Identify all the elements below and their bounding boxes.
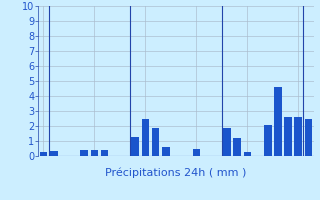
Bar bbox=[152, 128, 159, 156]
Bar bbox=[284, 117, 292, 156]
Bar bbox=[40, 152, 47, 156]
Bar bbox=[132, 137, 139, 156]
Bar bbox=[244, 152, 251, 156]
Bar bbox=[50, 151, 58, 156]
Bar bbox=[305, 118, 312, 156]
Bar bbox=[193, 149, 200, 156]
Bar bbox=[101, 150, 108, 156]
Bar bbox=[264, 125, 272, 156]
Bar bbox=[142, 119, 149, 156]
Bar bbox=[162, 147, 170, 156]
Bar bbox=[80, 150, 88, 156]
Bar bbox=[91, 150, 98, 156]
X-axis label: Précipitations 24h ( mm ): Précipitations 24h ( mm ) bbox=[105, 167, 247, 178]
Bar bbox=[223, 128, 231, 156]
Bar bbox=[274, 87, 282, 156]
Bar bbox=[233, 138, 241, 156]
Bar bbox=[294, 117, 302, 156]
